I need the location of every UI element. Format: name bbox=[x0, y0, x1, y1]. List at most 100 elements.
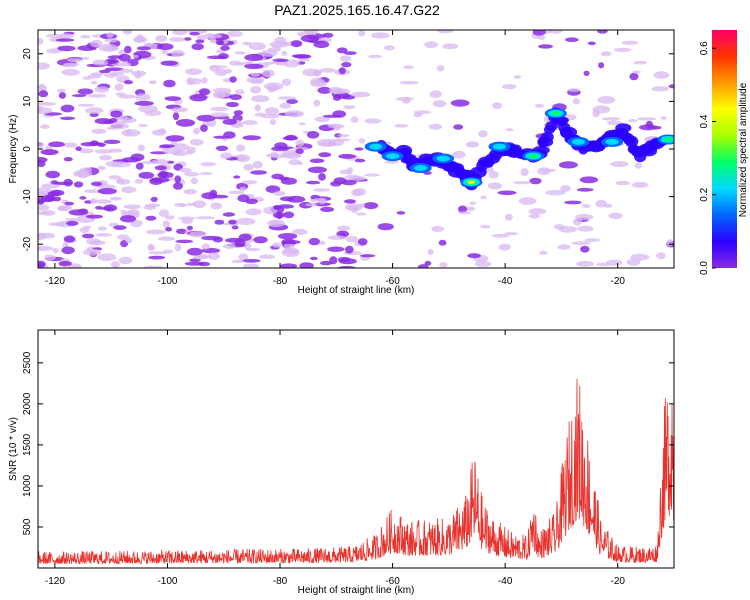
heatmap-cell bbox=[110, 122, 130, 130]
heatmap-cell bbox=[163, 79, 176, 88]
heatmap-cell bbox=[236, 217, 256, 225]
heatmap-cell bbox=[317, 198, 327, 205]
heatmap-cell bbox=[337, 134, 350, 138]
spectrogram-x-ticks: -120 -100 -80 -60 -40 -20 bbox=[45, 30, 625, 287]
heatmap-cell bbox=[220, 45, 230, 51]
heatmap-cell bbox=[355, 212, 367, 216]
heatmap-cell bbox=[109, 71, 125, 76]
heatmap-cell bbox=[557, 244, 571, 250]
heatmap-cell bbox=[144, 203, 161, 208]
heatmap-cell bbox=[384, 160, 400, 164]
heatmap-cell bbox=[333, 177, 347, 185]
heatmap-cell bbox=[135, 162, 144, 170]
heatmap-cell bbox=[573, 218, 582, 226]
heatmap-cell bbox=[281, 78, 292, 86]
heatmap-cell bbox=[339, 55, 352, 62]
heatmap-cell bbox=[40, 149, 59, 156]
heatmap-cell bbox=[233, 175, 241, 179]
heatmap-cell bbox=[99, 69, 111, 74]
heatmap-cell bbox=[162, 220, 170, 229]
heatmap-cell bbox=[239, 186, 247, 192]
heatmap-cell bbox=[274, 36, 287, 45]
heatmap-cell bbox=[121, 186, 137, 194]
heatmap-cell bbox=[63, 62, 80, 66]
heatmap-cell bbox=[45, 170, 60, 179]
heatmap-cell bbox=[453, 124, 464, 130]
heatmap-cell bbox=[159, 144, 175, 149]
heatmap-cell bbox=[58, 92, 66, 99]
snr-panel: -120 -100 -80 -60 -40 -20 500 1000 1500 2000 2500… bbox=[8, 329, 675, 596]
heatmap-cell bbox=[244, 63, 264, 69]
heatmap-cell bbox=[40, 124, 50, 129]
heatmap-cell bbox=[104, 38, 118, 43]
x-tick-label: -100 bbox=[157, 276, 177, 287]
heatmap-cell bbox=[238, 253, 249, 261]
heatmap-cell bbox=[299, 262, 314, 268]
heatmap-cell bbox=[579, 176, 599, 184]
heatmap-cell bbox=[502, 84, 517, 90]
heatmap-cell bbox=[192, 200, 207, 209]
heatmap-cell bbox=[193, 255, 209, 260]
heatmap-cell bbox=[107, 59, 118, 64]
y-tick-label: 1000 bbox=[22, 474, 33, 497]
heatmap-cell bbox=[250, 170, 267, 175]
heatmap-peak bbox=[551, 111, 561, 116]
x-tick-label: -120 bbox=[45, 576, 65, 587]
heatmap-cell bbox=[281, 50, 288, 56]
heatmap-peak bbox=[386, 153, 400, 160]
heatmap-cell bbox=[55, 38, 75, 42]
heatmap-cell bbox=[347, 167, 353, 175]
heatmap-cell bbox=[480, 195, 487, 200]
heatmap-cell bbox=[99, 206, 115, 211]
heatmap-cell bbox=[305, 203, 319, 207]
heatmap-cell bbox=[222, 118, 238, 125]
heatmap-cell bbox=[173, 202, 186, 207]
x-tick-label: -20 bbox=[610, 276, 625, 287]
heatmap-cell bbox=[497, 190, 517, 196]
heatmap-cell bbox=[145, 215, 157, 221]
heatmap-cell bbox=[38, 102, 56, 106]
y-tick-label: 20 bbox=[22, 48, 33, 60]
heatmap-cell bbox=[350, 91, 371, 98]
heatmap-cell bbox=[465, 141, 480, 148]
heatmap-cell bbox=[610, 161, 629, 168]
heatmap-cell bbox=[354, 147, 364, 151]
heatmap-cell bbox=[65, 217, 79, 222]
heatmap-cell bbox=[592, 109, 600, 118]
heatmap-cell bbox=[358, 138, 366, 144]
heatmap-cell bbox=[177, 216, 196, 221]
heatmap-cell bbox=[118, 53, 131, 62]
heatmap-cell bbox=[109, 196, 122, 201]
heatmap-cell bbox=[450, 99, 470, 107]
heatmap-cell bbox=[413, 110, 432, 115]
heatmap-cell bbox=[45, 34, 64, 38]
heatmap-peak bbox=[663, 137, 674, 142]
heatmap-cell bbox=[603, 203, 613, 208]
heatmap-cell bbox=[80, 35, 91, 39]
heatmap-cell bbox=[174, 243, 182, 252]
heatmap-cell bbox=[103, 139, 121, 144]
heatmap-cell bbox=[77, 103, 95, 107]
heatmap-cell bbox=[278, 96, 297, 100]
heatmap-cell bbox=[345, 236, 359, 243]
y-tick-label: 2500 bbox=[22, 351, 33, 374]
heatmap-cell bbox=[439, 262, 448, 268]
heatmap-cell bbox=[220, 152, 233, 159]
heatmap-cell bbox=[498, 243, 511, 251]
heatmap-cell bbox=[438, 239, 447, 246]
heatmap-cell bbox=[291, 228, 308, 236]
heatmap-cell bbox=[344, 199, 356, 204]
heatmap-cell bbox=[273, 191, 286, 196]
heatmap-cell bbox=[200, 162, 216, 167]
heatmap-cell bbox=[319, 67, 336, 73]
heatmap-cell bbox=[134, 100, 154, 106]
heatmap-cell bbox=[92, 59, 108, 66]
heatmap-cell bbox=[50, 189, 65, 196]
heatmap-cell bbox=[295, 139, 305, 147]
heatmap-cell bbox=[136, 46, 152, 51]
heatmap-cell bbox=[277, 204, 295, 209]
heatmap-cell bbox=[539, 250, 548, 255]
x-tick-label: -80 bbox=[273, 576, 288, 587]
heatmap-cell bbox=[291, 54, 310, 58]
